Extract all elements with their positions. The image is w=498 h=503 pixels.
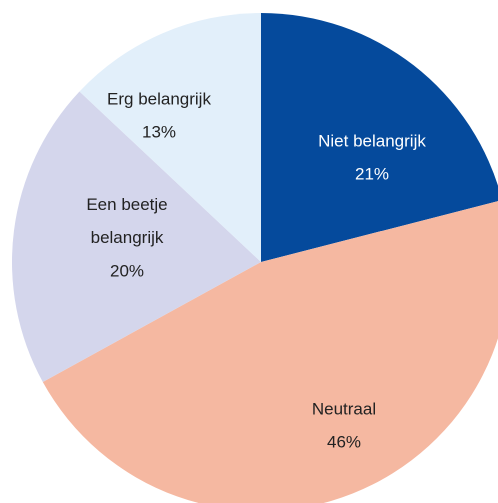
slice-label: Een beetje belangrijk	[86, 195, 167, 247]
pie-slice	[261, 13, 498, 262]
slice-label: Een beetje belangrijk	[86, 195, 167, 247]
pie-slice	[79, 13, 261, 262]
slice-value-label: 20%	[110, 261, 144, 280]
slice-label: Neutraal	[312, 399, 376, 418]
slice-value-label: 46%	[327, 432, 361, 451]
slice-label: Erg belangrijk	[107, 89, 211, 108]
slice-value-label: 21%	[355, 164, 389, 183]
slice-label: Niet belangrijk	[318, 131, 426, 150]
pie-slice	[42, 201, 498, 503]
pie-slice	[11, 91, 261, 382]
slice-value-label: 13%	[142, 122, 176, 141]
